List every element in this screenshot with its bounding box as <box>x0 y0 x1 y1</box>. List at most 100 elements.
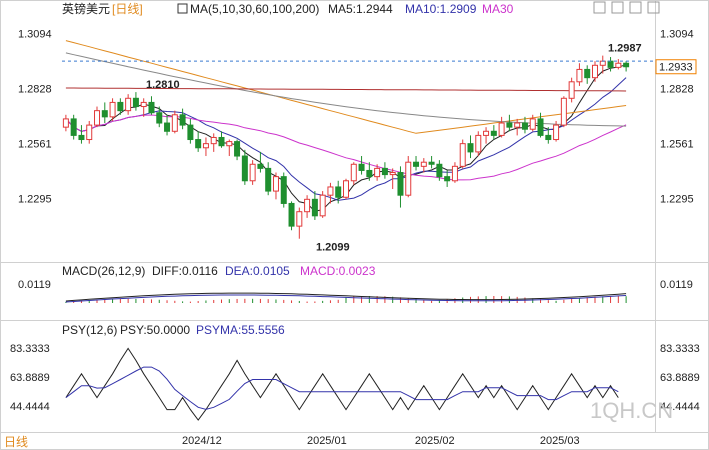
candle-body <box>241 155 248 182</box>
candle-body <box>521 122 528 130</box>
candle-body <box>467 143 474 153</box>
psy-tick-left: 83.3333 <box>10 343 50 355</box>
candle-body <box>537 118 544 136</box>
candle-body <box>272 176 279 192</box>
candle-body <box>428 161 435 165</box>
candle-body <box>506 122 513 128</box>
psy-name: PSY(12,6) <box>62 323 117 337</box>
candle-body <box>553 124 560 141</box>
candle-body <box>615 62 622 68</box>
macd-tick-right: 0.0119 <box>660 279 693 291</box>
candle-body <box>498 122 505 136</box>
price-tick-right: 1.3094 <box>660 29 694 41</box>
psyma-value: PSYMA:55.5556 <box>196 323 285 337</box>
macd-diff: DIFF:0.0116 <box>152 264 218 278</box>
candle-body <box>475 134 482 153</box>
extreme-price-label: 1.2099 <box>316 242 350 254</box>
period-footer[interactable]: 日线 <box>4 435 28 449</box>
watermark: 1QH.CN <box>590 398 673 423</box>
candle-body <box>459 143 466 167</box>
candle-body <box>350 163 357 182</box>
candle-body <box>195 139 202 149</box>
candle-body <box>280 176 287 204</box>
price-axis: 1.3094 1.3094 1.2828 1.2828 1.2561 1.2561 1.22… <box>18 29 694 206</box>
price-tick-right: 1.2828 <box>660 83 694 95</box>
candle-body <box>529 118 536 130</box>
candle-body <box>568 81 575 99</box>
candle-body <box>560 97 567 126</box>
date-tick: 2025/01 <box>307 435 347 447</box>
price-annotations: 1.2933 1.2987 1.2810 1.2099 <box>62 43 697 254</box>
candle-body <box>420 161 427 167</box>
candle-body <box>164 122 171 132</box>
candle-body <box>86 124 93 141</box>
psy-tick-left: 63.8889 <box>10 372 50 384</box>
macd-dea-line <box>65 294 627 303</box>
date-axis: 2024/12 2025/01 2025/02 2025/03 <box>182 435 580 447</box>
candle-body <box>296 211 303 227</box>
macd-tick-left: 0.0119 <box>18 279 51 291</box>
candle-body <box>304 198 311 213</box>
macd-name: MACD(26,12,9) <box>62 264 145 278</box>
candle-body <box>257 163 264 169</box>
candle-body <box>413 161 420 167</box>
ma30-value: MA30 <box>482 2 514 16</box>
macd-value: MACD:0.0023 <box>300 264 376 278</box>
period-label[interactable]: [日线] <box>112 2 143 16</box>
candle-body <box>358 163 365 171</box>
psy-value: PSY:50.0000 <box>120 323 190 337</box>
candle-body <box>335 186 342 198</box>
candle-body <box>374 167 381 178</box>
psy-tick-right: 44.4444 <box>660 401 700 413</box>
zoom-out-icon[interactable] <box>629 1 642 14</box>
macd-panel: 0.0119 0.0119 <box>18 279 693 303</box>
ma200-line <box>65 87 627 92</box>
candle-body <box>591 64 598 79</box>
candle-body <box>132 97 139 108</box>
candle-body <box>327 186 334 196</box>
grid-icon[interactable] <box>593 1 606 14</box>
candle-body <box>451 165 458 182</box>
psyma-line <box>65 366 619 410</box>
candle-body <box>202 143 209 149</box>
candle-body <box>94 110 101 126</box>
ma-toggle-icon[interactable] <box>177 3 188 14</box>
candle-body <box>156 112 163 124</box>
toolbar <box>593 1 660 14</box>
settings-icon[interactable] <box>647 1 660 14</box>
candle-body <box>101 110 108 118</box>
candle-body <box>249 163 256 182</box>
candle-body <box>319 194 326 217</box>
candle-body <box>366 169 373 178</box>
psy-line <box>65 347 619 421</box>
candle-body <box>343 180 349 198</box>
candle-body <box>623 62 630 68</box>
date-tick: 2024/12 <box>182 435 222 447</box>
macd-diff-line <box>65 292 627 302</box>
price-tick-right: 1.2295 <box>660 193 694 205</box>
candlesticks <box>62 55 630 239</box>
candle-body <box>288 202 295 227</box>
psy-tick-left: 44.4444 <box>10 401 50 413</box>
price-tick-left: 1.2561 <box>18 138 52 150</box>
symbol-label: 英镑美元 <box>62 1 110 16</box>
zoom-in-icon[interactable] <box>611 1 624 14</box>
candle-body <box>78 134 85 141</box>
price-tick-right: 1.2561 <box>660 138 694 150</box>
candle-body <box>483 130 490 136</box>
candle-body <box>179 114 186 126</box>
candle-body <box>436 163 443 178</box>
candle-body <box>234 141 241 157</box>
candle-body <box>311 198 318 217</box>
psy-tick-right: 83.3333 <box>660 343 700 355</box>
candle-body <box>265 167 272 192</box>
extreme-price-label: 1.2987 <box>608 43 642 55</box>
current-price-box <box>655 59 697 75</box>
date-tick: 2025/02 <box>415 435 455 447</box>
candle-body <box>70 118 77 136</box>
ma5-value: MA5:1.2944 <box>328 2 393 16</box>
psy-panel: 83.3333 83.3333 63.8889 63.8889 44.4444 44.44… <box>10 343 700 421</box>
candle-body <box>171 114 178 132</box>
candle-body <box>381 167 388 176</box>
